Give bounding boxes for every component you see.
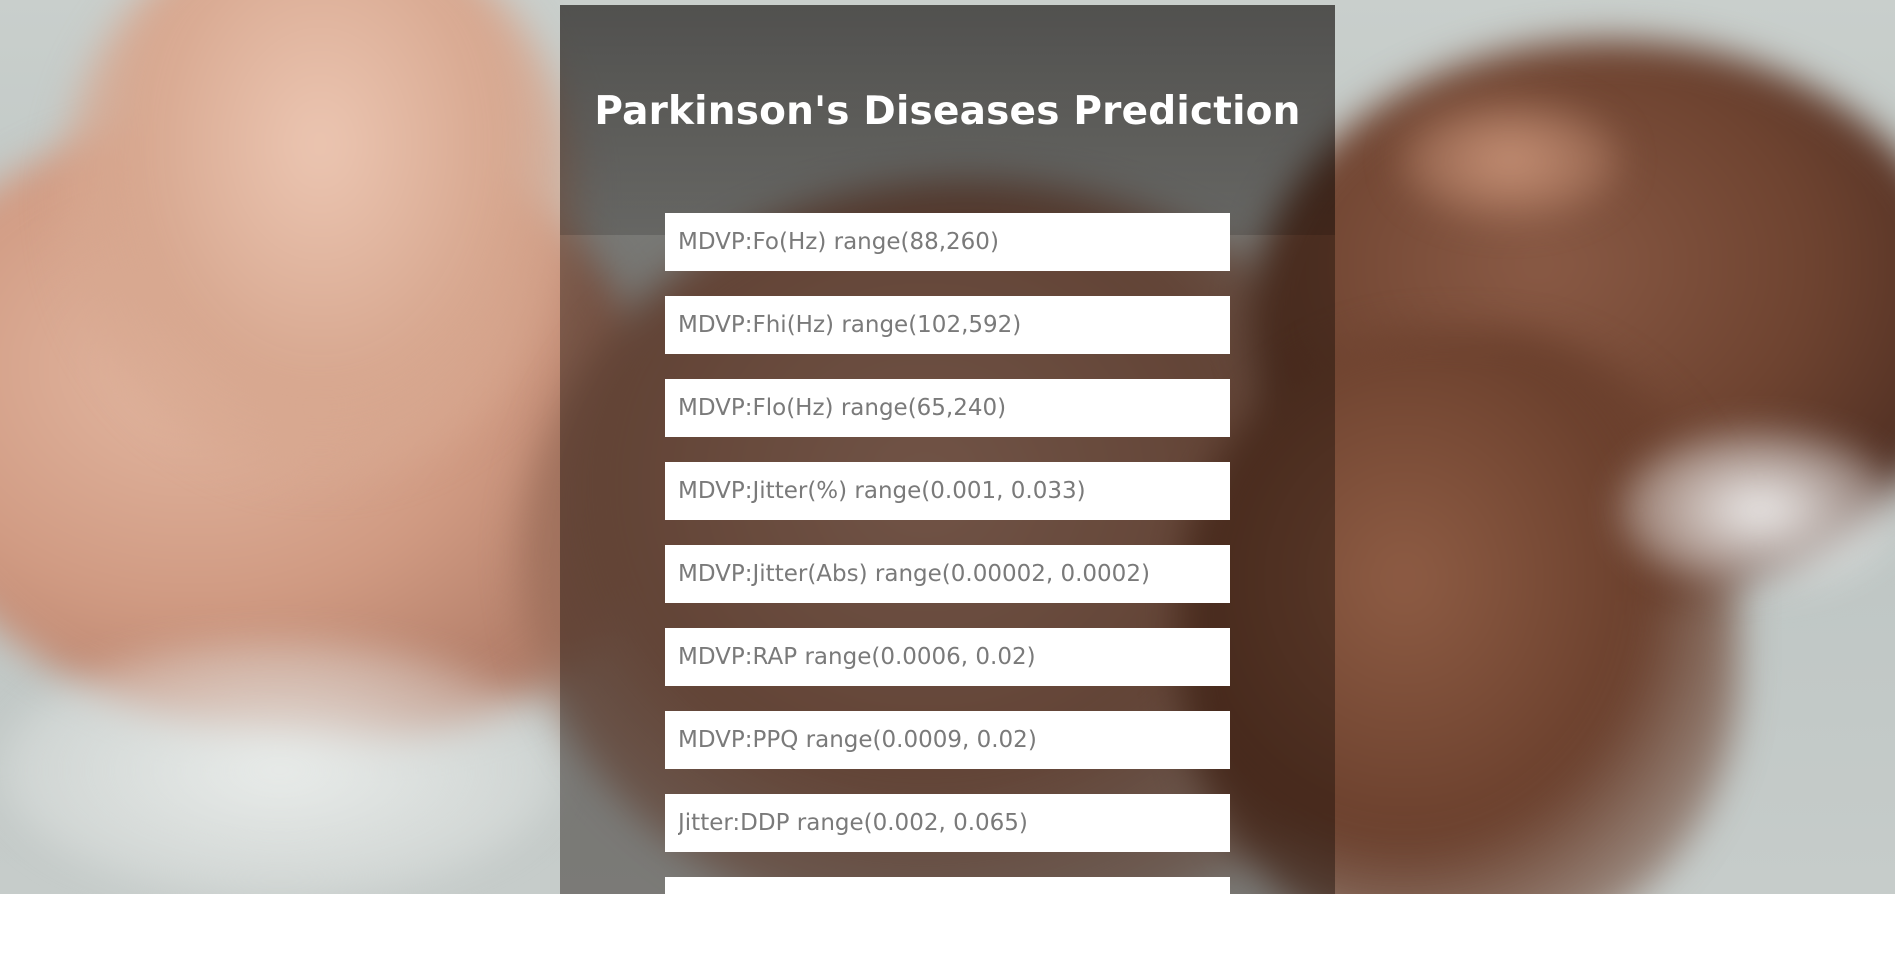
mdvp-ppq-input[interactable]	[665, 711, 1230, 769]
mdvp-jitter-abs-input[interactable]	[665, 545, 1230, 603]
prediction-form-panel: Parkinson's Diseases Prediction	[560, 5, 1335, 935]
jitter-ddp-input[interactable]	[665, 794, 1230, 852]
mdvp-fo-input[interactable]	[665, 213, 1230, 271]
background-photo-hands	[0, 0, 1895, 894]
prediction-form	[665, 213, 1230, 960]
mdvp-jitter-percent-input[interactable]	[665, 462, 1230, 520]
mdvp-fhi-input[interactable]	[665, 296, 1230, 354]
mdvp-flo-input[interactable]	[665, 379, 1230, 437]
mdvp-rap-input[interactable]	[665, 628, 1230, 686]
next-field-input[interactable]	[665, 877, 1230, 935]
page-title: Parkinson's Diseases Prediction	[594, 89, 1301, 134]
